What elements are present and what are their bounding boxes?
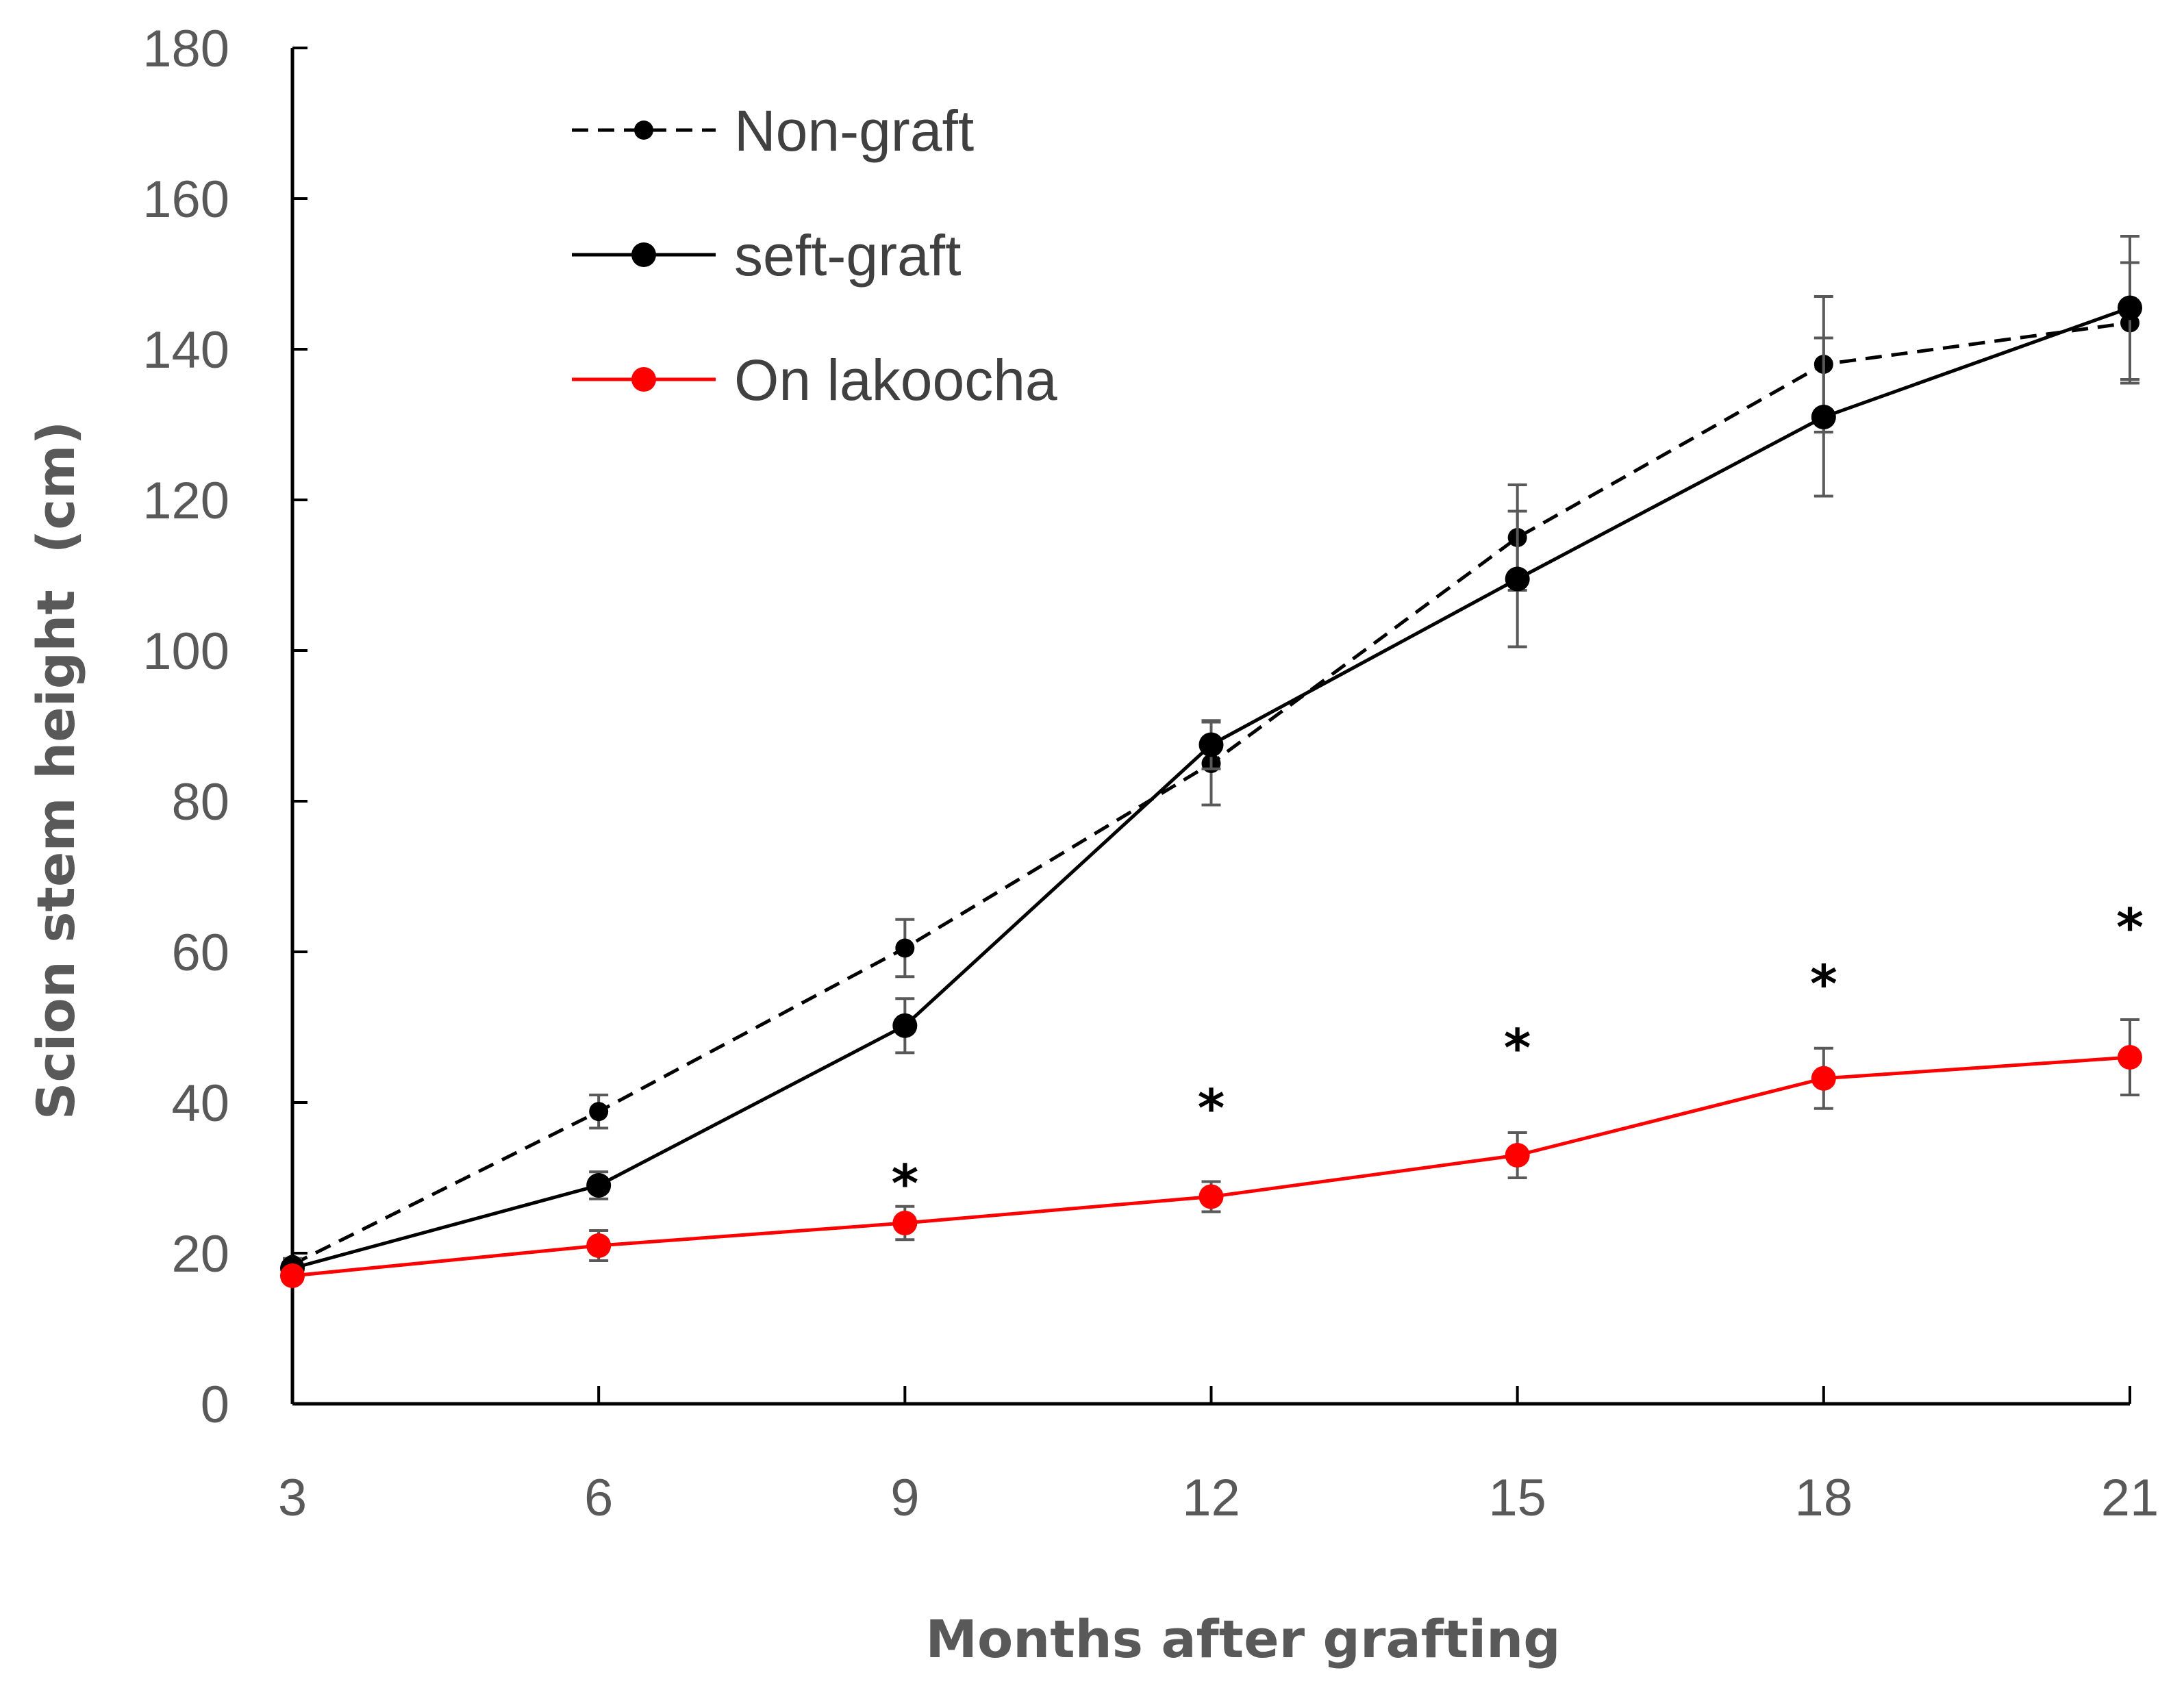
point-on-lakoocha-6 <box>586 1233 612 1258</box>
series <box>280 235 2142 1288</box>
point-seft-graft-12 <box>1198 732 1224 757</box>
point-seft-graft-18 <box>1811 405 1836 429</box>
legend: Non-graft seft-graft On lakoocha <box>572 99 1057 412</box>
series-on-lakoocha <box>280 1018 2142 1288</box>
y-axis-title: Scion stem height (cm) <box>25 421 86 1120</box>
significance-mark-9: * <box>891 1153 918 1214</box>
point-on-lakoocha-18 <box>1811 1066 1836 1091</box>
y-tick-label-60: 60 <box>171 924 229 982</box>
legend-marker-non-graft <box>634 121 653 140</box>
y-tick-label-40: 40 <box>171 1074 229 1133</box>
significance-mark-21: * <box>2116 897 2144 958</box>
x-tick-label-3: 3 <box>278 1469 307 1527</box>
point-non-graft-9 <box>895 938 915 958</box>
y-tick-label-140: 140 <box>142 321 229 379</box>
x-tick-label-15: 15 <box>1488 1469 1546 1527</box>
point-on-lakoocha-15 <box>1505 1143 1530 1168</box>
significance-mark-15: * <box>1504 1018 1531 1079</box>
significance-mark-12: * <box>1198 1078 1225 1139</box>
point-on-lakoocha-3 <box>280 1263 305 1288</box>
y-tick-label-20: 20 <box>171 1225 229 1283</box>
point-non-graft-6 <box>589 1102 609 1122</box>
point-on-lakoocha-21 <box>2118 1045 2142 1070</box>
series-seft-graft <box>280 235 2142 1281</box>
legend-label-non-graft: Non-graft <box>734 99 974 163</box>
y-tick-label-160: 160 <box>142 171 229 229</box>
x-axis-title: Months after grafting <box>925 1609 1560 1670</box>
y-tick-label-120: 120 <box>142 472 229 530</box>
point-seft-graft-6 <box>586 1173 612 1198</box>
significance-mark-18: * <box>1810 953 1837 1014</box>
x-tick-label-12: 12 <box>1182 1469 1240 1527</box>
point-seft-graft-21 <box>2118 295 2142 320</box>
x-tick-label-18: 18 <box>1795 1469 1853 1527</box>
point-on-lakoocha-12 <box>1198 1184 1224 1209</box>
legend-label-on-lakoocha: On lakoocha <box>734 348 1057 412</box>
point-on-lakoocha-9 <box>892 1211 918 1235</box>
legend-entry-on-lakoocha: On lakoocha <box>572 348 1057 412</box>
legend-label-seft-graft: seft-graft <box>734 223 961 288</box>
legend-entry-seft-graft: seft-graft <box>572 223 961 288</box>
x-ticks: 3 6 9 12 15 18 21 <box>278 1386 2159 1527</box>
y-tick-label-0: 0 <box>201 1376 229 1434</box>
y-tick-label-100: 100 <box>142 622 229 681</box>
y-tick-label-80: 80 <box>171 773 229 831</box>
point-seft-graft-9 <box>892 1013 918 1038</box>
legend-marker-seft-graft <box>631 242 656 267</box>
x-tick-label-21: 21 <box>2101 1469 2159 1527</box>
legend-entry-non-graft: Non-graft <box>572 99 974 163</box>
legend-marker-on-lakoocha <box>631 367 656 392</box>
x-tick-label-9: 9 <box>890 1469 919 1527</box>
significance-annotations: * * * * * <box>891 897 2143 1214</box>
x-tick-label-6: 6 <box>584 1469 613 1527</box>
point-seft-graft-15 <box>1505 566 1530 592</box>
y-tick-label-180: 180 <box>142 20 229 78</box>
y-ticks: 0 20 40 60 80 100 120 140 160 180 <box>142 20 307 1434</box>
